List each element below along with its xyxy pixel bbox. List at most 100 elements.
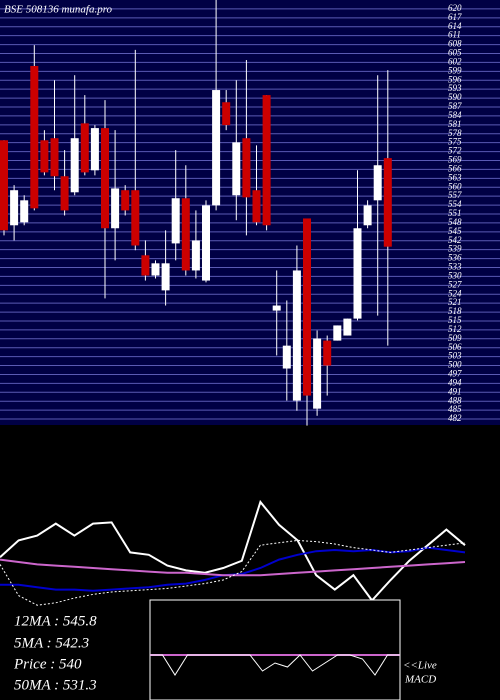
- candle-body: [202, 205, 210, 281]
- y-tick-label: 494: [448, 377, 462, 387]
- candle-body: [131, 190, 140, 246]
- macd-label: MACD: [404, 674, 436, 686]
- y-tick-label: 542: [448, 235, 462, 245]
- candle-body: [353, 228, 362, 319]
- candle-body: [323, 340, 332, 366]
- y-tick-label: 596: [448, 74, 462, 84]
- y-tick-label: 503: [448, 351, 462, 361]
- candle-body: [252, 190, 261, 223]
- y-tick-label: 611: [448, 30, 461, 40]
- indicator-line: [0, 546, 466, 592]
- candle-body: [212, 90, 221, 206]
- candle-body: [313, 338, 322, 409]
- y-tick-label: 605: [448, 48, 462, 58]
- y-tick-label: 509: [448, 333, 462, 343]
- indicator-line: [0, 499, 466, 602]
- y-tick-label: 548: [448, 217, 462, 227]
- candle-body: [272, 305, 281, 311]
- candle-body: [40, 140, 49, 173]
- y-tick-label: 485: [448, 404, 462, 414]
- candle-body: [20, 200, 29, 223]
- y-tick-label: 521: [448, 297, 462, 307]
- y-tick-label: 533: [448, 262, 462, 272]
- y-tick-label: 530: [448, 270, 462, 280]
- candle-body: [0, 140, 8, 231]
- candle-body: [80, 123, 89, 173]
- y-tick-label: 536: [448, 253, 462, 263]
- candle-body: [191, 240, 200, 271]
- y-tick-label: 608: [448, 39, 462, 49]
- indicator-line: [0, 558, 466, 577]
- y-tick-label: 551: [448, 208, 462, 218]
- candle-body: [10, 190, 19, 226]
- candle-body: [111, 188, 120, 229]
- macd-box: [149, 599, 401, 700]
- candle-body: [222, 102, 231, 126]
- candle-body: [303, 218, 311, 396]
- candle-body: [141, 255, 150, 276]
- price-label: Price : 540: [13, 656, 82, 672]
- candle-body: [121, 190, 130, 211]
- ma-label: 50MA : 531.3: [14, 677, 97, 693]
- y-tick-label: 599: [448, 65, 462, 75]
- y-tick-label: 566: [448, 163, 462, 173]
- candle-body: [30, 65, 39, 209]
- y-tick-label: 506: [448, 342, 462, 352]
- candle-body: [383, 158, 392, 247]
- candle-body: [171, 198, 180, 244]
- candle-body: [363, 205, 372, 226]
- y-tick-label: 620: [448, 3, 462, 13]
- candle-body: [60, 176, 69, 211]
- y-tick-label: 515: [448, 315, 462, 325]
- indicator-line: [0, 539, 466, 606]
- candle-body: [101, 128, 109, 229]
- candle-body: [70, 138, 79, 193]
- candle-body: [373, 165, 382, 201]
- y-tick-label: 512: [448, 324, 462, 334]
- y-tick-label: 482: [448, 413, 462, 423]
- y-tick-label: 560: [448, 181, 462, 191]
- candle-body: [151, 263, 160, 276]
- candle-body: [282, 345, 291, 369]
- y-tick-label: 590: [448, 92, 462, 102]
- y-tick-label: 584: [448, 110, 462, 120]
- candle-body: [90, 128, 99, 171]
- live-label: <<Live: [403, 660, 437, 672]
- y-tick-label: 488: [448, 395, 462, 405]
- y-tick-label: 617: [448, 12, 462, 22]
- candle-body: [232, 142, 241, 196]
- y-tick-label: 614: [448, 21, 462, 31]
- y-tick-label: 572: [448, 146, 462, 156]
- ma-label: 12MA : 545.8: [14, 613, 97, 629]
- ma-label: 5MA : 542.3: [14, 635, 89, 651]
- candle-body: [242, 138, 251, 198]
- y-tick-label: 500: [448, 360, 462, 370]
- candle-body: [181, 198, 190, 271]
- price-panel: [0, 0, 500, 425]
- candle-body: [262, 95, 271, 226]
- y-tick-label: 524: [448, 288, 462, 298]
- y-tick-label: 581: [448, 119, 462, 129]
- candle-body: [333, 325, 342, 341]
- y-tick-label: 602: [448, 56, 462, 66]
- y-tick-label: 539: [448, 244, 462, 254]
- y-tick-label: 587: [448, 101, 462, 111]
- y-tick-label: 569: [448, 155, 462, 165]
- chart-title: BSE 508136 munafa.pro: [4, 4, 113, 16]
- y-tick-label: 593: [448, 83, 462, 93]
- y-tick-label: 578: [448, 128, 462, 138]
- y-tick-label: 575: [448, 137, 462, 147]
- y-tick-label: 518: [448, 306, 462, 316]
- y-tick-label: 563: [448, 172, 462, 182]
- y-tick-label: 527: [448, 279, 462, 289]
- candle-body: [343, 318, 352, 336]
- macd-line: [150, 654, 400, 676]
- y-tick-label: 497: [448, 369, 462, 379]
- candle-body: [50, 138, 59, 177]
- y-tick-label: 554: [448, 199, 462, 209]
- y-tick-label: 557: [448, 190, 462, 200]
- candle-body: [292, 270, 301, 401]
- y-tick-label: 545: [448, 226, 462, 236]
- y-tick-label: 491: [448, 386, 462, 396]
